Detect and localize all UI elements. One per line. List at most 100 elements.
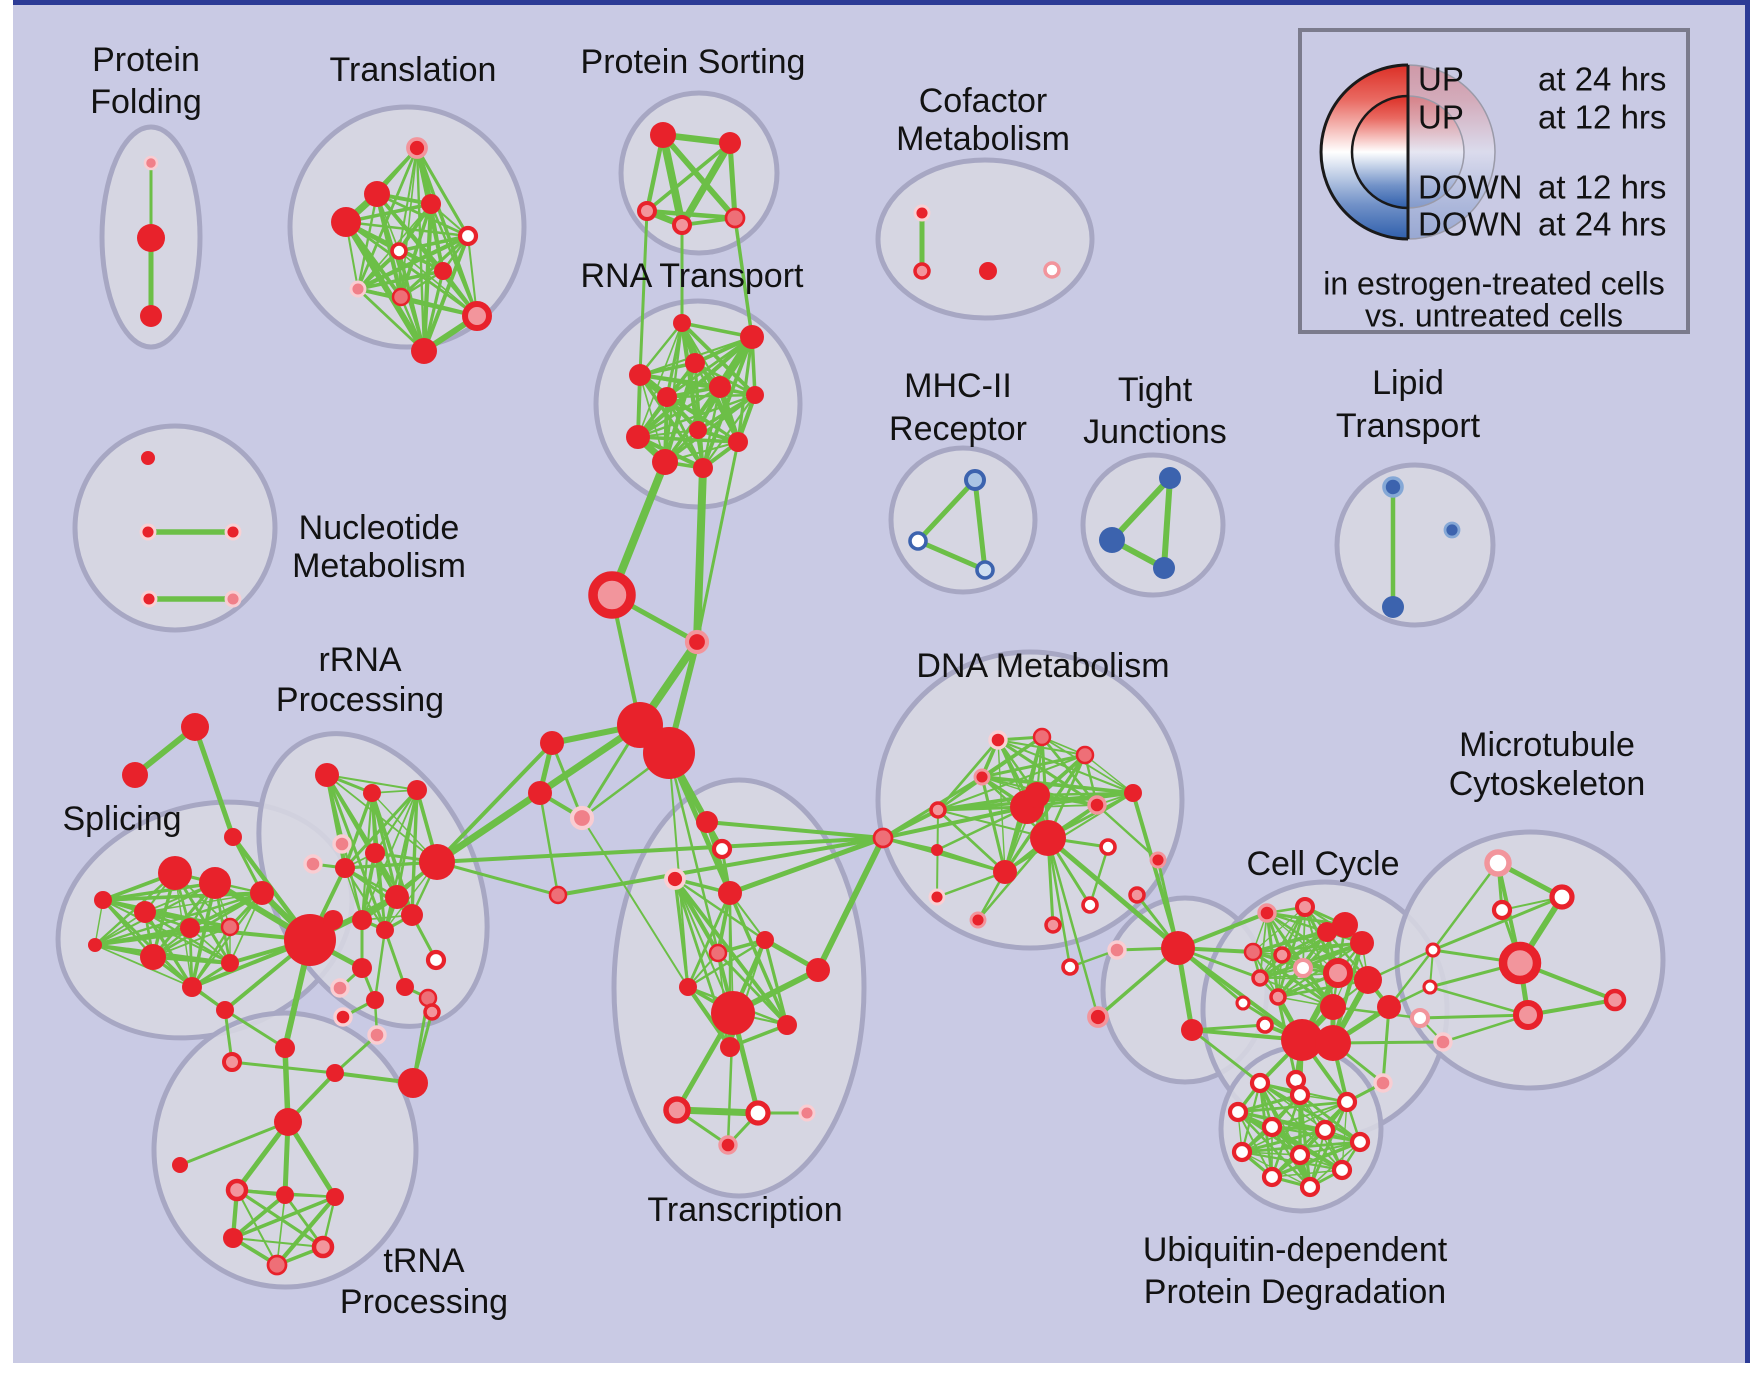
network-node-rt3 [629,364,651,386]
network-edge [1281,942,1363,956]
network-node-tn12 [398,1068,428,1098]
network-edge [1387,948,1435,1009]
network-edge [356,192,379,291]
network-edge [1331,1040,1445,1045]
network-edge [1131,791,1180,950]
network-node-dm1 [988,730,1008,750]
network-node-lp3 [1443,521,1461,539]
legend-row-time-3: at 24 hrs [1538,206,1666,243]
network-node-dm14 [928,888,946,906]
network-edge [1418,1013,1530,1020]
network-node-hub2 [643,727,695,779]
cluster-label-microtubule-cytoskeleton: Microtubule [1459,726,1635,764]
network-edge [1045,835,1181,951]
network-edge [1270,1100,1349,1179]
cluster-label-trna-processing: Processing [340,1283,508,1321]
network-node-tr8 [349,280,367,298]
network-edge [716,951,789,1027]
network-node-sp2 [199,867,231,899]
network-edge [101,881,217,902]
network-edge [636,393,757,439]
network-node-sp11 [250,881,274,905]
network-node-sp1 [158,856,192,890]
network-node-mcB1 [1425,942,1441,958]
network-node-dm3 [1075,745,1095,765]
network-node-cc5 [1350,931,1374,955]
network-node-tj1 [1159,467,1181,489]
network-edge [972,477,988,573]
network-edge [1088,845,1110,907]
network-node-tr3 [331,207,361,237]
network-node-ub10 [1261,1166,1283,1188]
network-node-cc7 [1273,946,1291,964]
cluster-label-cofactor-metabolism: Metabolism [896,120,1070,158]
network-edge [678,139,734,229]
network-edge [398,250,478,317]
network-edge [638,321,684,377]
network-edge [659,131,686,229]
network-node-cc19 [1373,1073,1393,1093]
network-edge [1252,906,1306,953]
network-edge [726,1011,735,1147]
network-edge [192,724,236,840]
network-node-tx13 [745,1100,771,1126]
network-node-tn1 [225,1178,249,1202]
network-edge [1276,978,1370,999]
network-node-rt10 [728,432,748,452]
network-node-tx2 [711,838,733,860]
network-node-mh3 [975,560,995,580]
network-node-rr1 [315,763,339,787]
network-edge [1035,791,1135,797]
network-node-dm0 [872,827,894,849]
network-node-rr3 [407,780,427,800]
cluster-label-splicing: Splicing [62,800,181,838]
network-node-ch2 [684,629,710,655]
cluster-label-dna-metabolism: DNA Metabolism [916,647,1169,685]
network-node-tn4 [223,1228,243,1248]
network-node-nm3 [224,523,242,541]
network-node-dm22 [1087,1006,1109,1028]
network-edge [936,753,1087,812]
network-node-dm19 [1128,886,1146,904]
network-node-rt4 [685,353,705,373]
cluster-label-protein-folding: Folding [90,83,202,121]
network-node-tr6 [390,242,408,260]
cluster-label-tight-junctions: Tight [1118,371,1193,409]
network-node-rt7 [746,386,764,404]
network-edge [1266,912,1339,974]
network-edge [693,464,707,646]
network-node-sp12 [216,1001,234,1019]
network-node-tx9 [711,991,755,1035]
network-edge [435,791,542,864]
network-node-dm6 [931,844,943,856]
cluster-label-nucleotide-metabolism: Nucleotide [299,509,460,547]
legend-row-direction-3: DOWN [1418,206,1522,243]
network-edge [231,1193,287,1240]
network-edge [1298,1093,1312,1189]
legend-glyph-inner-left [1352,96,1408,208]
network-node-ub11 [1331,1159,1353,1181]
legend-caption-line-1: vs. untreated cells [1365,297,1623,333]
network-node-sp8 [88,938,102,952]
network-edge [373,928,387,1002]
network-edge [343,788,419,870]
network-edge [344,220,470,238]
network-edge [1084,754,1134,794]
network-node-tn6 [266,1254,288,1276]
network-node-spT2 [122,762,148,788]
network-edge [1240,1128,1327,1154]
network-edge [178,1120,290,1167]
network-node-mc5 [1513,1000,1543,1030]
network-node-rt11 [652,449,678,475]
network-edge [663,393,757,464]
network-node-dm18 [1149,851,1167,869]
network-edge [234,1119,291,1193]
network-edge [360,851,377,922]
network-edge [190,891,264,989]
network-edge [935,870,1007,899]
network-node-tr2 [364,181,390,207]
cluster-label-protein-folding: Protein [92,41,200,79]
network-node-ub12 [1299,1176,1321,1198]
cluster-label-microtubule-cytoskeleton: Cytoskeleton [1449,765,1646,803]
network-node-rr14 [352,958,372,978]
